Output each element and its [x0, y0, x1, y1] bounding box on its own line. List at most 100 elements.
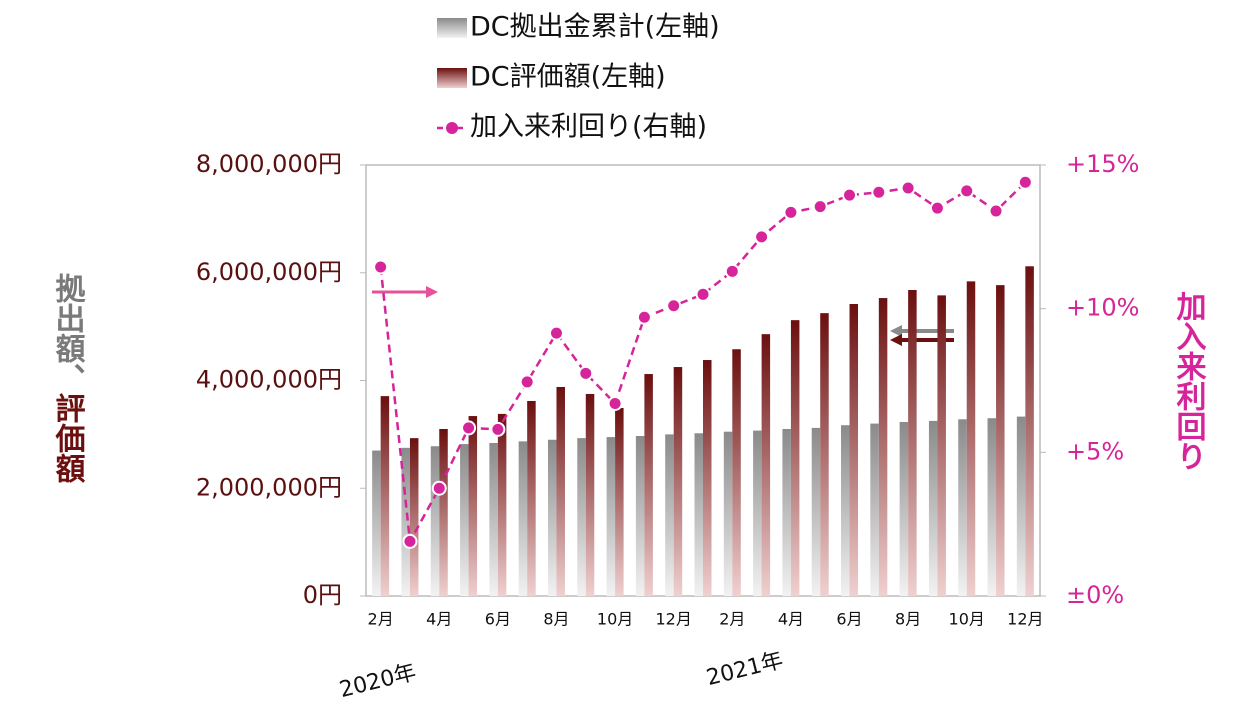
line-point: [548, 325, 564, 341]
bar: [908, 289, 917, 596]
bar: [703, 360, 712, 596]
line-point: [1017, 174, 1033, 190]
legend-swatch: [437, 18, 467, 38]
y-tick-label: 4,000,000円: [196, 366, 342, 394]
bar: [380, 396, 390, 596]
bar: [430, 446, 440, 596]
x-tick-label: 10月: [949, 610, 985, 629]
line-point: [461, 420, 477, 436]
line-point: [959, 183, 975, 199]
y-axis-title: 拠出額、評価額: [50, 273, 87, 484]
bar: [577, 438, 586, 596]
bar: [1016, 416, 1026, 596]
y-axis-title-part: 拠出額、: [50, 273, 86, 393]
line-point: [519, 374, 535, 390]
line-point: [988, 203, 1004, 219]
x-tick-label: 2月: [368, 610, 394, 629]
line: [379, 181, 1027, 546]
line-point: [607, 395, 623, 411]
line-point: [373, 259, 389, 275]
x-tick-label: 4月: [426, 610, 452, 629]
bar: [460, 444, 469, 596]
legend-label: DC拠出金累計(左軸): [470, 12, 720, 43]
x-tick-label: 6月: [836, 610, 862, 629]
x-tick-label: 2月: [719, 610, 745, 629]
bar: [518, 441, 528, 596]
line-point: [783, 204, 799, 220]
bar: [937, 295, 946, 596]
bar: [782, 428, 791, 596]
y2-axis-title: 加入来利回り: [1171, 291, 1207, 471]
x-tick-label: 10月: [597, 610, 633, 629]
bar: [790, 320, 800, 596]
bar: [966, 281, 976, 596]
y2-tick-label: +10%: [1066, 294, 1139, 322]
bar: [849, 303, 859, 596]
legend-label: DC評価額(左軸): [470, 62, 666, 93]
bar: [665, 434, 674, 596]
y-tick-label: 2,000,000円: [196, 473, 342, 501]
bar: [644, 374, 653, 596]
bar: [527, 400, 536, 596]
bar: [401, 447, 410, 596]
arrow-head: [890, 325, 902, 337]
line-point: [695, 286, 711, 302]
legend-label: 加入来利回り(右軸): [470, 112, 707, 143]
bar: [489, 442, 498, 596]
y-axis-title-part: 評価額: [50, 392, 87, 484]
arrows: [372, 286, 954, 346]
bar: [1025, 266, 1034, 596]
line-point: [578, 365, 594, 381]
bar: [820, 313, 829, 596]
bar: [928, 420, 938, 596]
bar: [372, 450, 381, 596]
bar: [878, 298, 888, 596]
bar: [585, 393, 595, 596]
bar: [635, 435, 645, 596]
legend-swatch: [446, 122, 458, 134]
bar: [439, 428, 448, 596]
y-tick-label: 0円: [303, 581, 342, 609]
x-tick-label: 12月: [656, 610, 692, 629]
bar: [556, 386, 565, 596]
arrow-head: [426, 286, 438, 298]
bar: [870, 423, 879, 596]
y2-tick-label: +5%: [1066, 437, 1124, 465]
y-tick-label: 6,000,000円: [196, 258, 342, 286]
bar: [732, 349, 741, 596]
x-tick-label: 4月: [778, 610, 804, 629]
y2-tick-label: ±0%: [1066, 581, 1124, 609]
bar: [468, 416, 478, 596]
bar: [547, 439, 557, 596]
line-point: [812, 199, 828, 215]
bar: [996, 285, 1005, 596]
line-point: [666, 298, 682, 314]
line-point: [754, 229, 770, 245]
bar: [841, 425, 850, 596]
line-point: [490, 421, 506, 437]
bar: [497, 413, 507, 596]
line-point: [900, 180, 916, 196]
x-tick-label: 8月: [895, 610, 921, 629]
line-point: [724, 263, 740, 279]
bar: [723, 431, 733, 596]
bar: [409, 438, 419, 596]
bar: [761, 334, 771, 596]
line-point: [402, 533, 418, 549]
year-label: 2020年: [337, 660, 419, 703]
bar: [987, 418, 997, 596]
line-point: [842, 187, 858, 203]
bar: [899, 421, 909, 596]
y2-tick-label: +15%: [1066, 150, 1139, 178]
x-tick-label: 6月: [485, 610, 511, 629]
bar: [753, 430, 762, 596]
line-point: [636, 309, 652, 325]
line-point: [871, 184, 887, 200]
x-tick-label: 12月: [1007, 610, 1043, 629]
x-tick-label: 8月: [543, 610, 569, 629]
bar: [958, 419, 967, 596]
year-label: 2021年: [704, 648, 786, 691]
arrow-head: [890, 334, 902, 346]
line-point: [929, 200, 945, 216]
